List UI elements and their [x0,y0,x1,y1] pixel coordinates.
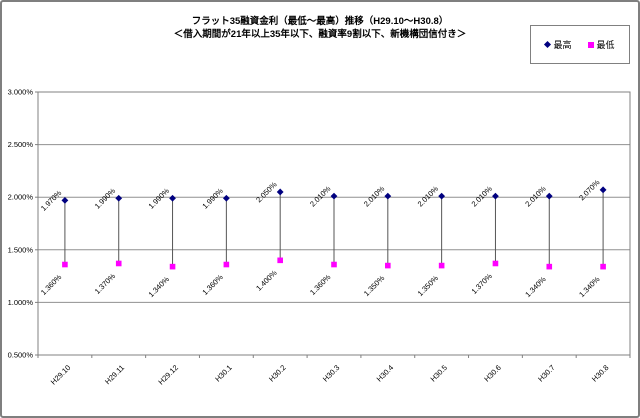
x-tick-label: H30.4 [375,363,396,384]
plot-border [37,91,631,356]
min-data-label: 1.370% [93,271,118,296]
chart-title-line2: ＜借入期間が21年以上35年以下、融資率9割以下、新機構団信付き＞ [173,29,467,40]
min-data-label: 1.350% [362,273,387,298]
max-marker-diamond [276,188,284,196]
x-tick-label: H30.8 [590,363,611,384]
min-data-label: 1.360% [39,272,64,297]
max-data-label: 1.990% [93,186,118,211]
max-data-label: 2.010% [362,184,387,209]
min-marker-square [385,262,391,269]
min-marker-square [62,261,68,268]
min-marker-square [169,263,176,270]
chart-legend: 最高 最低 [530,25,630,64]
max-marker-diamond [599,186,607,194]
y-tick-label: 1.000% [8,298,34,307]
max-marker-diamond [384,192,392,200]
y-tick-label: 1.500% [8,245,34,254]
max-marker-diamond [169,194,176,202]
max-data-label: 2.010% [470,184,495,209]
max-data-label: 1.990% [200,186,225,211]
min-data-label: 1.350% [416,273,441,298]
y-tick-label: 0.500% [8,351,34,360]
chart-title-line1: フラット35融資金利（最低～最高）推移（H29.10～H30.8） [191,16,449,27]
min-marker-square [115,260,122,267]
max-marker-diamond [330,192,338,200]
x-tick-label: H29.12 [156,363,179,386]
chart-title: フラット35融資金利（最低～最高）推移（H29.10～H30.8） ＜借入期間が… [2,15,638,41]
min-marker-square [492,260,499,267]
max-data-label: 2.010% [416,184,441,209]
min-marker-square [546,263,553,270]
min-data-label: 1.340% [147,274,172,299]
x-tick-label: H30.5 [429,363,450,384]
min-data-label: 1.370% [470,271,495,296]
min-data-label: 1.340% [577,274,602,299]
min-marker-square [438,262,445,269]
min-data-label: 1.400% [254,268,279,293]
legend-label-min: 最低 [596,40,615,50]
max-marker-diamond [492,192,499,200]
legend-item-min: 最低 [587,38,615,51]
legend-label-max: 最高 [553,40,572,50]
x-tick-label: H30.3 [321,363,342,384]
square-icon [587,41,594,48]
max-marker-diamond [115,194,123,202]
y-tick-label: 3.000% [8,88,34,97]
max-data-label: 1.970% [39,188,64,213]
y-tick-label: 2.000% [8,193,34,202]
x-tick-label: H29.10 [49,363,72,386]
min-data-label: 1.340% [523,274,548,299]
x-tick-label: H30.7 [536,363,557,384]
min-marker-square [223,261,230,268]
max-marker-diamond [545,192,553,200]
diamond-icon [544,40,552,49]
y-tick-label: 2.500% [8,140,34,149]
max-data-label: 2.070% [577,178,602,203]
max-marker-diamond [222,194,230,202]
legend-item-max: 最高 [544,38,572,51]
max-marker-diamond [61,196,69,204]
min-marker-square [277,257,283,264]
x-tick-label: H30.6 [482,363,503,384]
max-data-label: 2.010% [308,184,333,209]
x-tick-label: H30.1 [213,363,234,384]
max-marker-diamond [438,192,446,200]
max-data-label: 2.010% [523,184,548,209]
min-data-label: 1.360% [200,272,225,297]
x-tick-label: H29.11 [103,363,126,386]
max-data-label: 1.990% [147,186,172,211]
max-data-label: 2.050% [254,180,279,205]
min-marker-square [331,261,337,268]
min-marker-square [600,263,606,270]
min-data-label: 1.360% [308,272,333,297]
x-tick-label: H30.2 [267,363,288,384]
